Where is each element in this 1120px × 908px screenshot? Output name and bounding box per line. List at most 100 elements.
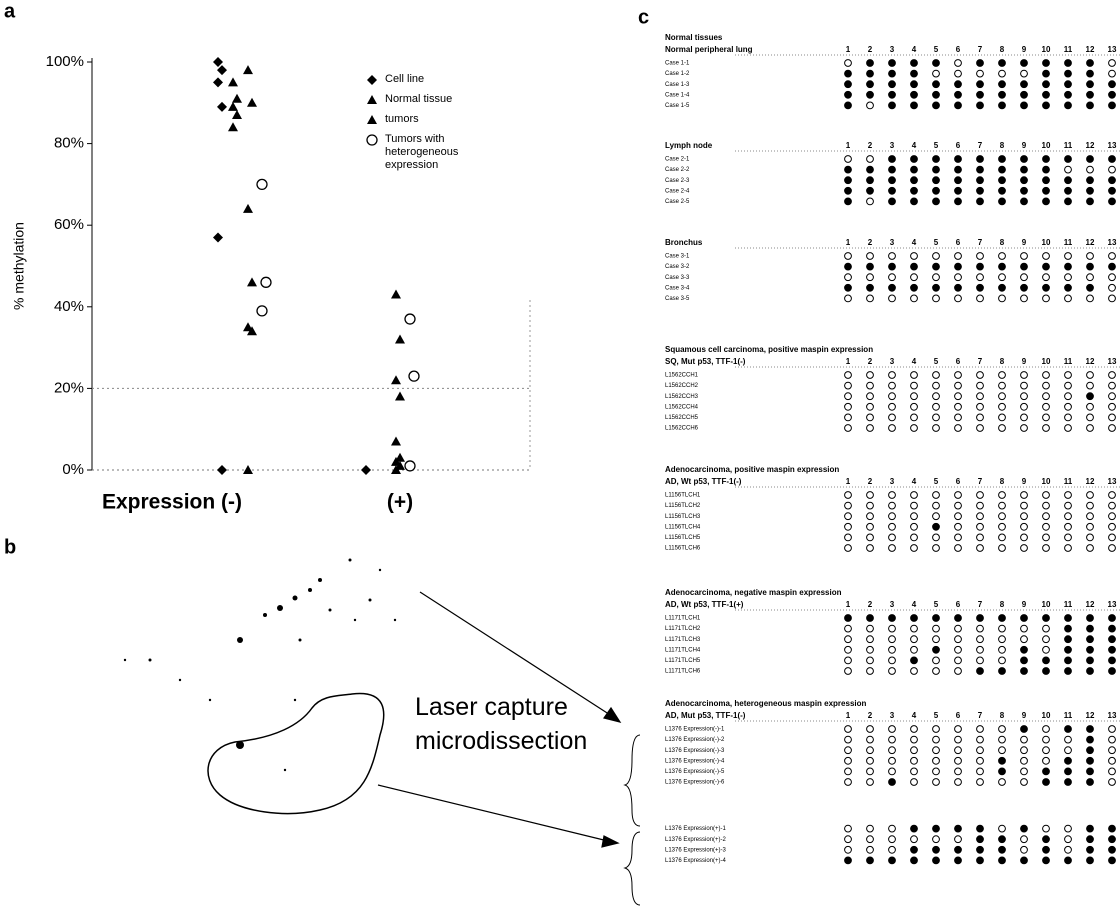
methylation-cell — [845, 382, 852, 389]
methylation-cell — [1065, 382, 1072, 389]
methylation-cell — [1109, 636, 1116, 643]
methylation-cell — [977, 393, 984, 400]
methylation-cell — [1087, 81, 1094, 88]
methylation-cell — [845, 545, 852, 552]
methylation-cell — [1021, 70, 1028, 77]
methylation-cell — [1109, 747, 1116, 754]
methylation-cell — [1043, 372, 1050, 379]
methylation-cell — [955, 166, 962, 173]
methylation-cell — [1043, 846, 1050, 853]
row-label: Case 2-2 — [665, 167, 690, 173]
column-number: 13 — [1108, 357, 1117, 366]
column-number: 3 — [890, 141, 895, 150]
y-axis-label: % methylation — [11, 222, 27, 310]
methylation-cell — [867, 414, 874, 421]
methylation-cell — [1021, 857, 1028, 864]
methylation-cell — [845, 263, 852, 270]
column-number: 12 — [1086, 477, 1095, 486]
methylation-cell — [977, 166, 984, 173]
column-number: 10 — [1042, 477, 1051, 486]
methylation-cell — [999, 414, 1006, 421]
methylation-cell — [955, 625, 962, 632]
column-number: 12 — [1086, 238, 1095, 247]
methylation-cell — [845, 295, 852, 302]
methylation-cell — [1043, 736, 1050, 743]
methylation-cell — [1109, 253, 1116, 260]
methylation-cell — [955, 726, 962, 733]
methylation-cell — [1021, 523, 1028, 530]
methylation-cell — [1065, 102, 1072, 109]
data-point — [243, 204, 253, 213]
methylation-cell — [889, 492, 896, 499]
methylation-cell — [911, 646, 918, 653]
methylation-cell — [1087, 646, 1094, 653]
row-label: Case 1-1 — [665, 61, 690, 67]
methylation-cell — [1087, 736, 1094, 743]
column-number: 4 — [912, 238, 917, 247]
methylation-cell — [1021, 60, 1028, 67]
methylation-cell — [1065, 736, 1072, 743]
methylation-cell — [933, 372, 940, 379]
methylation-cell — [1021, 513, 1028, 520]
methylation-cell — [1109, 81, 1116, 88]
column-number: 1 — [846, 477, 851, 486]
data-point — [261, 277, 271, 287]
data-point — [228, 102, 238, 111]
methylation-cell — [977, 253, 984, 260]
methylation-cell — [933, 414, 940, 421]
methylation-cell — [889, 657, 896, 664]
methylation-cell — [1043, 523, 1050, 530]
methylation-cell — [1109, 726, 1116, 733]
methylation-cell — [1109, 284, 1116, 291]
methylation-cell — [933, 295, 940, 302]
row-label: L1376 Expression(-)-3 — [665, 748, 725, 754]
methylation-cell — [977, 284, 984, 291]
methylation-cell — [867, 187, 874, 194]
methylation-cell — [1021, 545, 1028, 552]
column-number: 12 — [1086, 711, 1095, 720]
row-label: L1156TLCH1 — [665, 493, 701, 499]
column-number: 10 — [1042, 238, 1051, 247]
data-point — [405, 314, 415, 324]
methylation-cell — [955, 403, 962, 410]
methylation-cell — [1043, 779, 1050, 786]
methylation-cell — [1109, 187, 1116, 194]
data-point — [217, 465, 227, 475]
methylation-cell — [911, 102, 918, 109]
section-title: Squamous cell carcinoma, positive maspin… — [665, 345, 873, 354]
methylation-cell — [1021, 91, 1028, 98]
methylation-cell — [1021, 736, 1028, 743]
methylation-cell — [1065, 492, 1072, 499]
methylation-cell — [845, 657, 852, 664]
methylation-cell — [1043, 102, 1050, 109]
methylation-cell — [867, 60, 874, 67]
methylation-cell — [867, 747, 874, 754]
methylation-cell — [911, 91, 918, 98]
methylation-cell — [999, 779, 1006, 786]
methylation-cell — [999, 187, 1006, 194]
methylation-cell — [933, 284, 940, 291]
methylation-cell — [911, 295, 918, 302]
methylation-cell — [933, 615, 940, 622]
methylation-cell — [911, 156, 918, 163]
methylation-cell — [1109, 736, 1116, 743]
methylation-cell — [845, 284, 852, 291]
methylation-cell — [955, 636, 962, 643]
methylation-cell — [1043, 747, 1050, 754]
methylation-cell — [1065, 857, 1072, 864]
methylation-cell — [955, 825, 962, 832]
methylation-cell — [1087, 156, 1094, 163]
methylation-cell — [1065, 393, 1072, 400]
methylation-cell — [1087, 513, 1094, 520]
methylation-cell — [867, 502, 874, 509]
methylation-cell — [867, 726, 874, 733]
methylation-cell — [911, 284, 918, 291]
methylation-cell — [867, 425, 874, 432]
methylation-cell — [867, 156, 874, 163]
methylation-cell — [867, 295, 874, 302]
methylation-cell — [845, 70, 852, 77]
methylation-cell — [999, 166, 1006, 173]
row-label: Case 1-3 — [665, 82, 690, 88]
methylation-cell — [977, 187, 984, 194]
column-number: 6 — [956, 141, 961, 150]
